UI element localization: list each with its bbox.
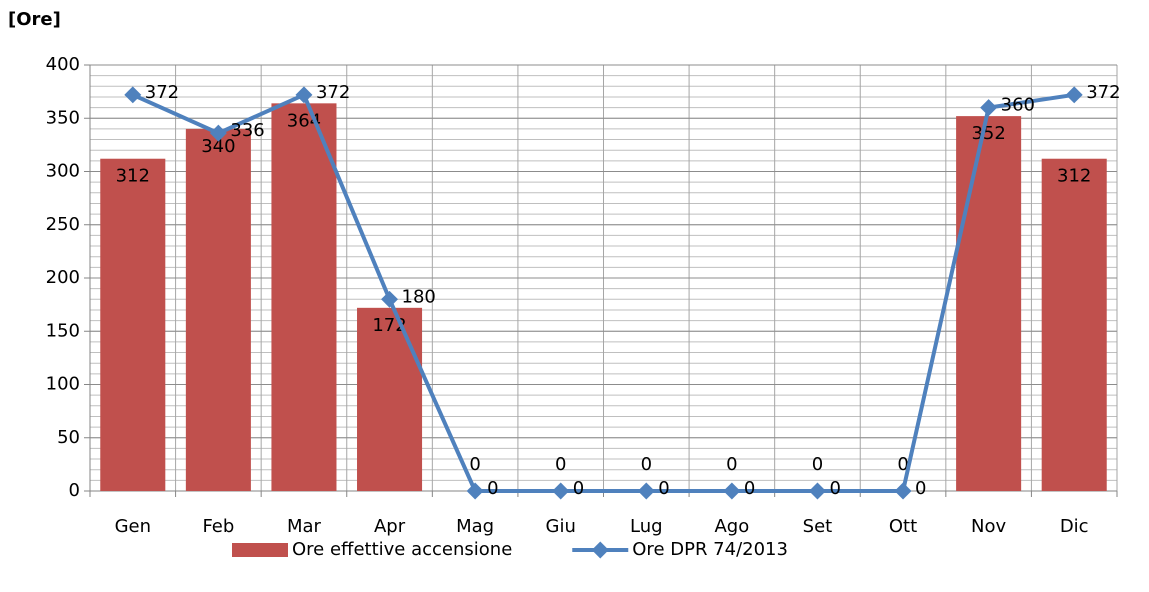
line [131,92,1075,493]
marker [894,482,912,500]
marker [381,290,399,308]
y-tick-label: 400 [46,54,80,75]
line-value-label: 372 [316,82,350,103]
legend-swatch [232,543,288,557]
x-tick-label: Gen [115,516,151,537]
bar-value-label: 0 [812,454,823,475]
x-tick-label: Ott [889,516,917,537]
x-tick-label: Mar [287,516,322,537]
bar-value-label: 312 [116,166,150,187]
y-tick-label: 150 [46,320,80,341]
marker [637,482,655,500]
line-value-label: 0 [658,478,669,499]
marker [466,482,484,500]
x-tick-label: Set [803,516,833,537]
y-tick-label: 100 [46,374,80,395]
bar-value-label: 0 [641,454,652,475]
line-value-label: 0 [829,478,840,499]
marker [1065,86,1083,104]
marker [295,86,313,104]
line-value-label: 0 [744,478,755,499]
marker [723,482,741,500]
x-tick-label: Feb [202,516,234,537]
bar [1041,158,1107,491]
line-value-label: 336 [230,120,264,141]
y-tick-label: 0 [69,480,80,501]
bar-value-label: 0 [897,454,908,475]
y-tick-label: 350 [46,107,80,128]
x-tick-label: Apr [374,516,406,537]
x-tick-label: Dic [1060,516,1089,537]
legend-label: Ore effettive accensione [292,539,512,560]
bar-value-label: 352 [971,123,1005,144]
bar [271,103,337,491]
x-tick-label: Lug [630,516,663,537]
legend-label: Ore DPR 74/2013 [632,539,788,560]
marker [552,482,570,500]
marker [124,86,142,104]
marker [808,482,826,500]
x-tick-label: Nov [971,516,1006,537]
x-tick-label: Giu [546,516,576,537]
bar-value-label: 340 [201,136,235,157]
line-value-label: 360 [1001,95,1035,116]
y-tick-label: 300 [46,161,80,182]
bar [100,158,166,491]
legend-marker [591,541,609,559]
bar [956,116,1022,492]
bar [357,307,423,491]
line-value-label: 0 [573,478,584,499]
bar-value-label: 0 [726,454,737,475]
bar-value-label: 0 [555,454,566,475]
bar-value-label: 312 [1057,166,1091,187]
y-tick-label: 50 [57,427,80,448]
bar-value-label: 0 [469,454,480,475]
y-axis-label: [Ore] [8,9,61,30]
y-tick-label: 250 [46,214,80,235]
line-value-label: 372 [145,82,179,103]
line-value-label: 372 [1086,82,1120,103]
line-value-label: 0 [487,478,498,499]
bar [185,128,251,491]
x-tick-label: Mag [456,516,494,537]
marker [980,99,998,117]
line-value-label: 0 [915,478,926,499]
x-tick-label: Ago [714,516,749,537]
line-value-label: 180 [402,286,436,307]
y-tick-label: 200 [46,267,80,288]
